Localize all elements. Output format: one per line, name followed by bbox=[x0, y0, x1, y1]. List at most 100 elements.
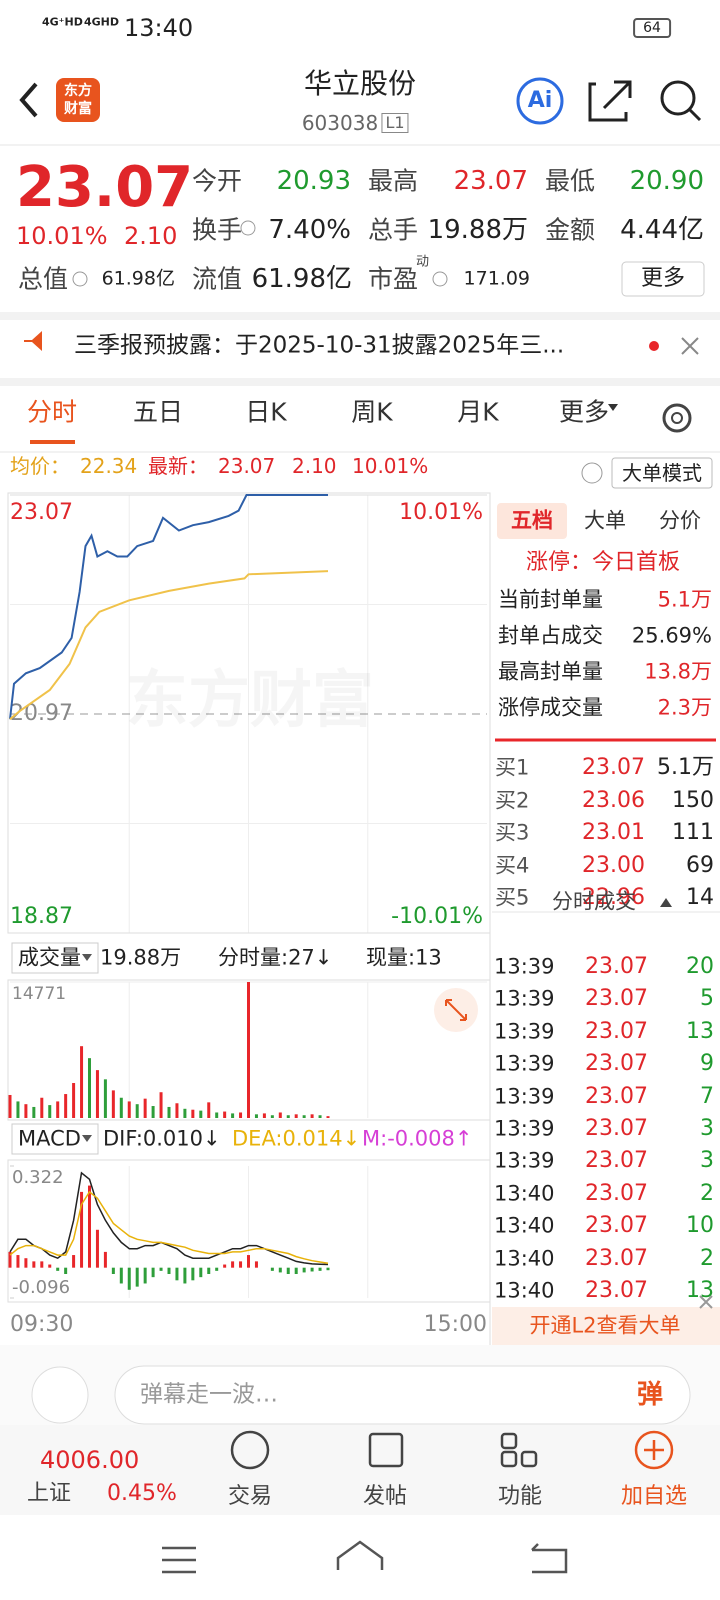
volume-selector[interactable] bbox=[11, 942, 99, 974]
danmu-button[interactable]: 弹 bbox=[636, 1380, 664, 1410]
stat-value: 20.93 bbox=[276, 166, 351, 196]
macd-selector[interactable]: MACD bbox=[18, 1126, 81, 1151]
x-tick-label: 09:30 bbox=[10, 1312, 73, 1337]
share-button[interactable] bbox=[588, 80, 632, 122]
tab[interactable]: 日K bbox=[245, 397, 287, 427]
trade-time: 13:39 bbox=[494, 1084, 555, 1109]
back-button[interactable] bbox=[19, 82, 38, 118]
volume-bar bbox=[8, 1094, 12, 1118]
tab[interactable]: 周K bbox=[351, 397, 393, 427]
more-button[interactable]: 更多 bbox=[640, 266, 686, 291]
divider bbox=[0, 312, 720, 320]
trade-volume: 3 bbox=[700, 1116, 714, 1141]
divider bbox=[0, 378, 720, 386]
trade-volume: 2 bbox=[700, 1245, 714, 1271]
nav-label[interactable]: 加自选 bbox=[620, 1484, 688, 1509]
back-key[interactable] bbox=[531, 1543, 568, 1574]
macd-bar bbox=[183, 1267, 187, 1284]
trade-volume: 5 bbox=[700, 986, 714, 1012]
volume-bar bbox=[223, 1111, 227, 1118]
function-icon[interactable] bbox=[500, 1432, 518, 1450]
close-button[interactable] bbox=[699, 1295, 713, 1309]
signal: 4G⁺HD bbox=[42, 15, 83, 29]
dropdown-arrow bbox=[82, 954, 92, 961]
volume-bar bbox=[127, 1101, 131, 1118]
trade-time: 13:40 bbox=[494, 1246, 555, 1271]
side-tab[interactable]: 五档 bbox=[511, 508, 553, 533]
tab[interactable]: 月K bbox=[457, 397, 499, 427]
macd-bar bbox=[175, 1267, 179, 1281]
trade-price: 23.07 bbox=[585, 954, 648, 979]
ai-button[interactable] bbox=[516, 77, 564, 125]
macd-bar bbox=[40, 1261, 44, 1268]
y2-tick-label: 10.01% bbox=[399, 500, 483, 525]
macd-bar bbox=[231, 1261, 235, 1268]
macd-bar bbox=[119, 1267, 123, 1284]
macd-bar bbox=[302, 1267, 306, 1273]
tab[interactable]: 分时 bbox=[26, 397, 78, 427]
macd-bar bbox=[239, 1261, 243, 1268]
trade-price: 23.07 bbox=[585, 1278, 648, 1303]
post-icon[interactable] bbox=[368, 1432, 404, 1468]
summary-change: 2.10 bbox=[292, 454, 337, 478]
search-button bbox=[688, 108, 702, 122]
volume-selector[interactable]: 成交量 bbox=[18, 945, 81, 970]
macd-selector[interactable] bbox=[11, 1123, 99, 1155]
promo-text[interactable]: 开通L2查看大单 bbox=[529, 1313, 681, 1338]
volume-bar bbox=[191, 1109, 195, 1118]
volume-total: 19.88万 bbox=[100, 945, 182, 970]
trade-icon[interactable] bbox=[230, 1430, 270, 1470]
expand-button bbox=[445, 999, 467, 1021]
change: 2.10 bbox=[124, 222, 178, 250]
help-icon[interactable] bbox=[581, 462, 603, 484]
stat-label: 今开 bbox=[192, 166, 243, 196]
y-tick-label: 20.97 bbox=[10, 701, 73, 726]
side-tab[interactable]: 分价 bbox=[659, 508, 701, 533]
nav-label[interactable]: 发帖 bbox=[362, 1484, 408, 1509]
info-icon bbox=[240, 220, 256, 236]
bid-volume: 14 bbox=[686, 885, 714, 910]
macd-bar bbox=[80, 1191, 84, 1268]
settings-button[interactable] bbox=[662, 403, 692, 433]
macd-dif: DIF:0.010↓ bbox=[103, 1126, 221, 1151]
seal-label: 封单占成交 bbox=[498, 623, 603, 648]
tab[interactable]: 更多 bbox=[558, 397, 610, 427]
comment-icon[interactable] bbox=[31, 1366, 89, 1424]
side-tab[interactable]: 大单 bbox=[584, 508, 626, 533]
volume-bar bbox=[254, 1114, 258, 1118]
nav-label[interactable]: 功能 bbox=[497, 1484, 543, 1509]
volume-bar bbox=[40, 1097, 44, 1118]
search-button[interactable] bbox=[660, 80, 696, 116]
mode-button[interactable]: 大单模式 bbox=[622, 461, 702, 485]
trade-volume: 20 bbox=[686, 954, 714, 979]
macd-bar bbox=[159, 1267, 163, 1271]
macd-bar bbox=[32, 1261, 36, 1268]
bid-level: 买4 bbox=[495, 853, 530, 877]
trade-price: 23.07 bbox=[585, 1148, 648, 1174]
add-icon[interactable] bbox=[634, 1430, 674, 1470]
tab[interactable]: 五日 bbox=[132, 397, 184, 427]
mode-button[interactable] bbox=[611, 457, 713, 489]
level-badge: L1 bbox=[381, 113, 409, 133]
nav-label[interactable]: 交易 bbox=[227, 1484, 273, 1509]
index-name: 上证 bbox=[27, 1481, 72, 1506]
trade-volume: 13 bbox=[686, 1278, 714, 1303]
trade-time: 13:40 bbox=[494, 1213, 555, 1238]
close-button[interactable] bbox=[681, 337, 699, 355]
menu-key[interactable] bbox=[162, 1546, 196, 1574]
trade-price: 23.07 bbox=[585, 1051, 648, 1077]
summary-latest-label: 最新： bbox=[148, 454, 208, 478]
more-button[interactable] bbox=[621, 261, 705, 297]
last-price: 23.07 bbox=[16, 155, 194, 220]
trade-price: 23.07 bbox=[585, 1116, 648, 1141]
bid-price: 23.01 bbox=[582, 820, 645, 845]
volume-bar bbox=[239, 1112, 243, 1118]
volume-bar bbox=[111, 1090, 115, 1118]
bid-price: 23.06 bbox=[582, 787, 645, 813]
comment-input[interactable] bbox=[114, 1365, 691, 1425]
volume-bar bbox=[294, 1114, 298, 1118]
volume-bar bbox=[215, 1112, 219, 1118]
signal: 4GHD bbox=[84, 15, 120, 29]
home-key[interactable] bbox=[336, 1540, 384, 1570]
macd-bar bbox=[16, 1255, 20, 1268]
